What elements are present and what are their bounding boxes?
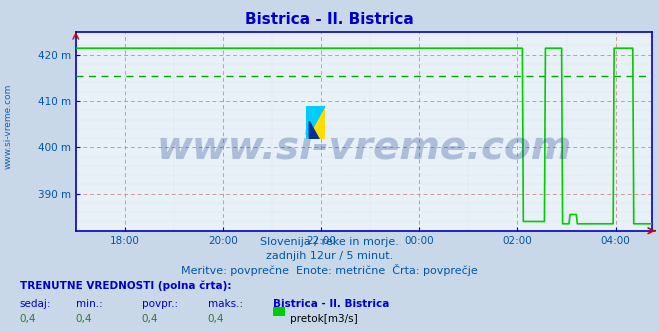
Text: www.si-vreme.com: www.si-vreme.com — [156, 128, 572, 166]
Text: 0,4: 0,4 — [20, 314, 36, 324]
Text: maks.:: maks.: — [208, 299, 243, 309]
Text: 0,4: 0,4 — [208, 314, 224, 324]
Text: 0,4: 0,4 — [76, 314, 92, 324]
Text: sedaj:: sedaj: — [20, 299, 51, 309]
Text: pretok[m3/s]: pretok[m3/s] — [290, 314, 358, 324]
Polygon shape — [306, 106, 325, 139]
Text: 0,4: 0,4 — [142, 314, 158, 324]
Text: Bistrica - Il. Bistrica: Bistrica - Il. Bistrica — [273, 299, 390, 309]
Polygon shape — [306, 106, 325, 139]
Text: www.si-vreme.com: www.si-vreme.com — [4, 83, 13, 169]
Text: min.:: min.: — [76, 299, 103, 309]
Text: Slovenija / reke in morje.: Slovenija / reke in morje. — [260, 237, 399, 247]
Text: TRENUTNE VREDNOSTI (polna črta):: TRENUTNE VREDNOSTI (polna črta): — [20, 281, 231, 291]
Text: povpr.:: povpr.: — [142, 299, 178, 309]
Text: Bistrica - Il. Bistrica: Bistrica - Il. Bistrica — [245, 12, 414, 27]
Text: Meritve: povprečne  Enote: metrične  Črta: povprečje: Meritve: povprečne Enote: metrične Črta:… — [181, 264, 478, 276]
Polygon shape — [309, 121, 320, 139]
Text: zadnjih 12ur / 5 minut.: zadnjih 12ur / 5 minut. — [266, 251, 393, 261]
